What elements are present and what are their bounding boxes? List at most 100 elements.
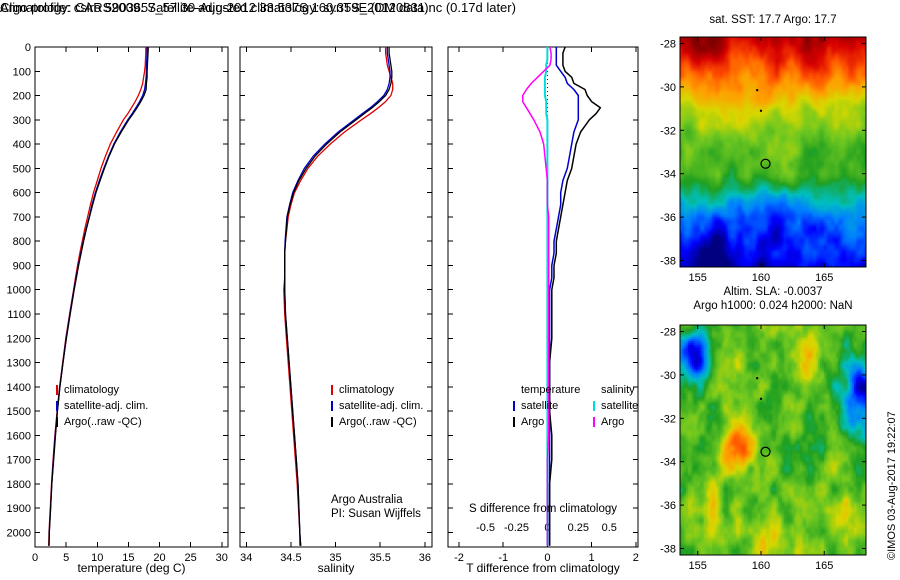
x-tick-label: 0 [544, 552, 550, 564]
x-tick-label: 20 [153, 552, 165, 564]
depth-tick-label: 0 [25, 42, 31, 54]
depth-tick-label: 1000 [7, 285, 31, 297]
x-tick-label: 36 [419, 552, 431, 564]
latitude-tick-label: -28 [660, 327, 676, 339]
argo-position-marker [760, 446, 771, 457]
longitude-tick-label: 155 [689, 560, 707, 572]
legend-label: climatology [64, 384, 120, 396]
latitude-tick-label: -34 [660, 457, 676, 469]
depth-tick-label: 900 [13, 260, 31, 272]
s-difference-axis-label: S difference from climatology [468, 503, 618, 515]
legend-label: satellite-adj. clim. [64, 400, 148, 412]
depth-tick-label: 1700 [7, 455, 31, 467]
s-tick-label: -0.5 [476, 522, 495, 534]
latitude-tick-label: -28 [660, 39, 676, 51]
figure-title-line2: Climatology: CARS2009. Satellite-adjuste… [0, 0, 516, 15]
depth-tick-label: 1900 [7, 503, 31, 515]
series-line-satellite-adj-clim- [48, 47, 148, 546]
longitude-tick-label: 160 [752, 560, 770, 572]
sla-map-frame [679, 324, 867, 556]
x-tick-label: 34 [240, 552, 252, 564]
series-line-argo-raw-qc- [284, 47, 393, 546]
depth-tick-label: 300 [13, 115, 31, 127]
latitude-tick-label: -30 [660, 82, 676, 94]
track-dot [755, 88, 759, 92]
credit-pi: PI: Susan Wijffels [331, 508, 421, 520]
x-tick-label: -1 [498, 552, 508, 564]
latitude-tick-label: -34 [660, 169, 676, 181]
temperature-profile-frame [34, 46, 229, 548]
latitude-tick-label: -32 [660, 125, 676, 137]
x-tick-label: 30 [216, 552, 228, 564]
argo-position-marker [760, 158, 771, 169]
x-tick-label: 1 [589, 552, 595, 564]
legend-title: salinity [601, 384, 635, 396]
x-tick-label: 25 [185, 552, 197, 564]
legend-title: temperature [521, 384, 580, 396]
sla-map-title-line2: Argo h1000: 0.024 h2000: NaN [693, 300, 853, 312]
legend-label: Argo(..raw -QC) [339, 416, 417, 428]
x-tick-label: 35 [329, 552, 341, 564]
sla-map-image [680, 325, 866, 555]
x-tick-label: 10 [91, 552, 103, 564]
legend-label: Argo [521, 416, 544, 428]
figure-title-line1: Argo profile: csiro 5903657_57 30-Aug-20… [0, 0, 429, 15]
copyright-watermark: ©IMOS 03-Aug-2017 19:22:07 [886, 411, 898, 560]
legend-label: climatology [339, 384, 395, 396]
track-dot [755, 376, 759, 380]
difference-from-climatology-frame [447, 46, 639, 548]
x-tick-label: -2 [454, 552, 464, 564]
depth-tick-label: 100 [13, 66, 31, 78]
depth-tick-label: 1800 [7, 479, 31, 491]
series-line-satellite-adj-clim- [284, 47, 391, 546]
legend-label: satellite [601, 400, 638, 412]
s-tick-label: 0.5 [602, 522, 617, 534]
depth-tick-label: 1400 [7, 382, 31, 394]
longitude-tick-label: 165 [815, 272, 833, 284]
track-dot [759, 109, 763, 112]
track-dot [759, 397, 763, 400]
depth-tick-label: 500 [13, 163, 31, 175]
depth-tick-label: 200 [13, 91, 31, 103]
s-tick-label: -0.25 [504, 522, 529, 534]
depth-tick-label: 400 [13, 139, 31, 151]
series-line-t-satellite [548, 47, 580, 546]
depth-tick-label: 1300 [7, 358, 31, 370]
depth-tick-label: 2000 [7, 527, 31, 539]
sst-map-title: sat. SST: 17.7 Argo: 17.7 [709, 14, 837, 26]
longitude-tick-label: 165 [815, 560, 833, 572]
x-tick-label: 35.5 [369, 552, 390, 564]
credit-org: Argo Australia [331, 494, 403, 506]
depth-tick-label: 600 [13, 188, 31, 200]
latitude-tick-label: -36 [660, 500, 676, 512]
x-tick-label: 0 [32, 552, 38, 564]
latitude-tick-label: -38 [660, 543, 676, 555]
latitude-tick-label: -30 [660, 370, 676, 382]
depth-tick-label: 800 [13, 236, 31, 248]
legend-label: satellite [521, 400, 558, 412]
series-line-climatology [48, 47, 147, 546]
sst-map-frame [679, 36, 867, 268]
depth-tick-label: 700 [13, 212, 31, 224]
depth-tick-label: 1600 [7, 430, 31, 442]
temperature-axis-label: temperature (deg C) [77, 561, 186, 575]
x-tick-label: 34.5 [280, 552, 301, 564]
legend-label: Argo [601, 416, 624, 428]
sla-map-title-line1: Altim. SLA: -0.0037 [723, 286, 823, 298]
depth-tick-label: 1100 [7, 309, 31, 321]
latitude-tick-label: -38 [660, 255, 676, 267]
salinity-profile-frame [239, 46, 433, 548]
longitude-tick-label: 155 [689, 272, 707, 284]
x-tick-label: 15 [122, 552, 134, 564]
legend-label: Argo(..raw -QC) [64, 416, 142, 428]
latitude-tick-label: -36 [660, 212, 676, 224]
sst-map-image [680, 37, 866, 267]
salinity-axis-label: salinity [317, 561, 355, 575]
series-line-s-argo [521, 46, 552, 546]
longitude-tick-label: 160 [752, 272, 770, 284]
legend-label: satellite-adj. clim. [339, 400, 423, 412]
depth-tick-label: 1200 [7, 333, 31, 345]
s-tick-label: 0.25 [568, 522, 589, 534]
